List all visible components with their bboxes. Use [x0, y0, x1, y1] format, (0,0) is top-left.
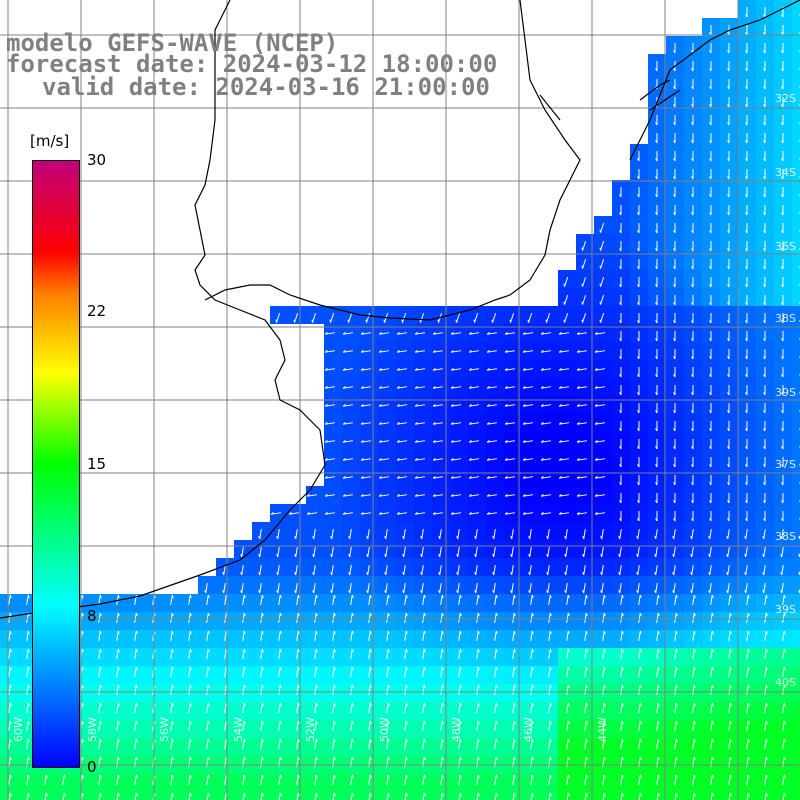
colorbar-tick-0: 0 — [87, 758, 97, 776]
colorbar-tick-22: 22 — [87, 302, 107, 320]
lat-label: 38S — [775, 530, 796, 543]
lat-label: 37S — [775, 458, 796, 471]
wind-arrows — [8, 7, 800, 800]
lat-label: 39S — [775, 603, 796, 616]
lon-label: 60W — [12, 717, 25, 742]
colorbar-tick-30: 30 — [87, 151, 107, 169]
lat-label: 38S — [775, 312, 796, 325]
lon-label: 54W — [232, 717, 245, 742]
colorbar-tick-15: 15 — [87, 455, 107, 473]
lat-label: 36S — [775, 240, 796, 253]
colorbar-unit: [m/s] — [30, 132, 70, 150]
coastline — [0, 0, 800, 619]
colorbar-tick-8: 8 — [87, 607, 97, 625]
lon-label: 46W — [522, 717, 535, 742]
forecast-date: forecast date: 2024-03-12 18:00:00 — [6, 50, 498, 78]
lat-label: 39S — [775, 386, 796, 399]
lon-label: 56W — [158, 717, 171, 742]
lon-label: 50W — [378, 717, 391, 742]
lon-label: 52W — [304, 717, 317, 742]
lon-label: 48W — [450, 717, 463, 742]
colorbar — [32, 160, 80, 768]
valid-date: valid date: 2024-03-16 21:00:00 — [42, 73, 490, 101]
lat-label: 32S — [775, 92, 796, 105]
lat-label: 40S — [775, 676, 796, 689]
lon-label: 44W — [596, 717, 609, 742]
model-title: modelo GEFS-WAVE (NCEP) — [6, 29, 339, 57]
lat-label: 34S — [775, 166, 796, 179]
lon-label: 58W — [86, 717, 99, 742]
